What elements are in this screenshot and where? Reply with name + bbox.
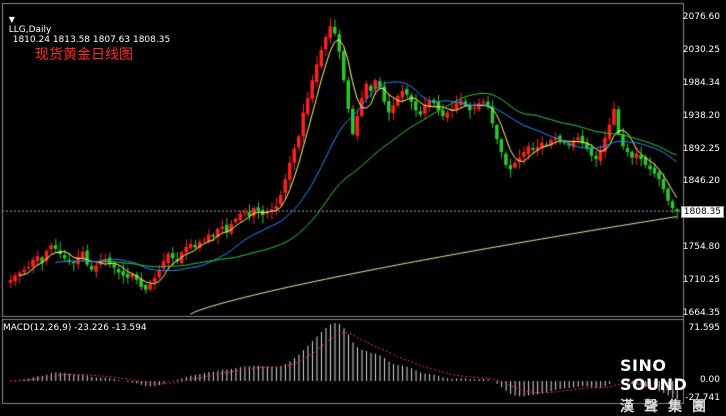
price-axis-label: 1938.20 bbox=[682, 110, 720, 121]
price-axis-label: 1984.34 bbox=[682, 77, 720, 88]
price-chart-canvas[interactable] bbox=[0, 0, 726, 406]
symbol-label: LLG,Daily bbox=[8, 25, 52, 35]
price-axis-label: 2076.60 bbox=[682, 12, 720, 22]
macd-axis-label: 0.00 bbox=[699, 375, 720, 385]
price-axis-label: 1710.25 bbox=[682, 275, 720, 286]
current-price-badge: 1808.35 bbox=[680, 206, 724, 218]
logo-line2: 漢聲集團 bbox=[620, 399, 716, 415]
macd-axis-label: -27.741 bbox=[685, 393, 720, 403]
price-axis-label: 1846.20 bbox=[682, 176, 720, 187]
header-bar: ▼ LLG,Daily 1810.24 1813.58 1807.63 1808… bbox=[3, 5, 170, 45]
price-axis-label: 1754.80 bbox=[682, 242, 720, 253]
chart-title: 现货黄金日线图 bbox=[35, 47, 133, 63]
ohlc-values: 1810.24 1813.58 1807.63 1808.35 bbox=[12, 35, 171, 45]
logo-line1: SINO SOUND bbox=[620, 356, 688, 394]
triangle-down-icon[interactable]: ▼ bbox=[8, 15, 15, 24]
macd-label: MACD(12,26,9) -23.226 -13.594 bbox=[3, 323, 147, 333]
sino-sound-logo: SINO SOUND 漢聲集團 bbox=[620, 356, 726, 416]
price-axis-label: 2030.25 bbox=[682, 44, 720, 55]
price-axis-label: 1664.35 bbox=[682, 308, 720, 318]
price-axis-label: 1892.25 bbox=[682, 143, 720, 154]
macd-axis-label: 71.595 bbox=[688, 323, 721, 333]
